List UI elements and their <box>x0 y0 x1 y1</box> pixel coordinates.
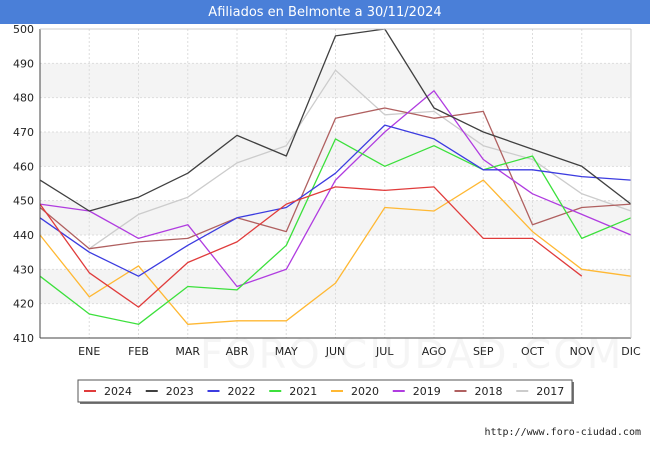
legend-box <box>77 379 573 403</box>
y-tick-label: 420 <box>13 298 34 311</box>
legend-label-2021: 2021 <box>289 385 317 398</box>
y-axis-ticks: 410 420 430 440 450 460 470 480 490 500 <box>13 23 34 345</box>
x-tick-label: MAY <box>275 345 298 358</box>
series-line-2021 <box>39 138 632 325</box>
legend: 2024 2023 2022 2021 2020 2019 2018 2017 <box>77 379 574 404</box>
y-tick-label: 410 <box>13 332 34 345</box>
y-tick-label: 480 <box>13 92 34 105</box>
x-tick-label: ENE <box>78 345 100 358</box>
series-line-2017 <box>88 69 632 250</box>
x-tick-label: MAR <box>175 345 200 358</box>
x-tick-label: SEP <box>473 345 494 358</box>
y-tick-label: 450 <box>13 195 34 208</box>
x-tick-label: FEB <box>128 345 149 358</box>
x-tick-label: NOV <box>570 345 595 358</box>
series-line-2018 <box>39 107 632 250</box>
y-tick-label: 430 <box>13 263 34 276</box>
y-tick-label: 490 <box>13 57 34 70</box>
legend-label-2019: 2019 <box>413 385 441 398</box>
legend-label-2020: 2020 <box>351 385 379 398</box>
plot-band <box>40 63 631 98</box>
x-tick-label: DIC <box>621 345 641 358</box>
legend-label-2018: 2018 <box>475 385 503 398</box>
series-line-2019 <box>39 90 632 288</box>
x-tick-label: OCT <box>521 345 544 358</box>
series-lines <box>39 28 632 325</box>
x-tick-label: ABR <box>226 345 249 358</box>
axes <box>39 28 632 339</box>
source-url[interactable]: http://www.foro-ciudad.com <box>484 427 641 438</box>
legend-label-2024: 2024 <box>104 385 132 398</box>
series-line-2022 <box>39 124 632 277</box>
y-tick-label: 470 <box>13 126 34 139</box>
y-tick-label: 460 <box>13 160 34 173</box>
series-line-2023 <box>39 28 632 212</box>
series-line-2024 <box>39 186 583 308</box>
x-tick-label: JUN <box>325 345 346 358</box>
series-line-2020 <box>39 179 632 325</box>
y-tick-label: 500 <box>13 23 34 36</box>
x-tick-label: JUL <box>375 345 394 358</box>
plot-area <box>40 29 631 338</box>
legend-label-2017: 2017 <box>536 385 564 398</box>
x-axis-ticks: ENE FEB MAR ABR MAY JUN JUL AGO SEP OCT NOV DIC <box>78 345 641 358</box>
legend-label-2022: 2022 <box>228 385 256 398</box>
chart-title: Afiliados en Belmonte a 30/11/2024 <box>0 0 650 24</box>
y-tick-label: 440 <box>13 229 34 242</box>
legend-label-2023: 2023 <box>166 385 194 398</box>
x-tick-label: AGO <box>422 345 447 358</box>
